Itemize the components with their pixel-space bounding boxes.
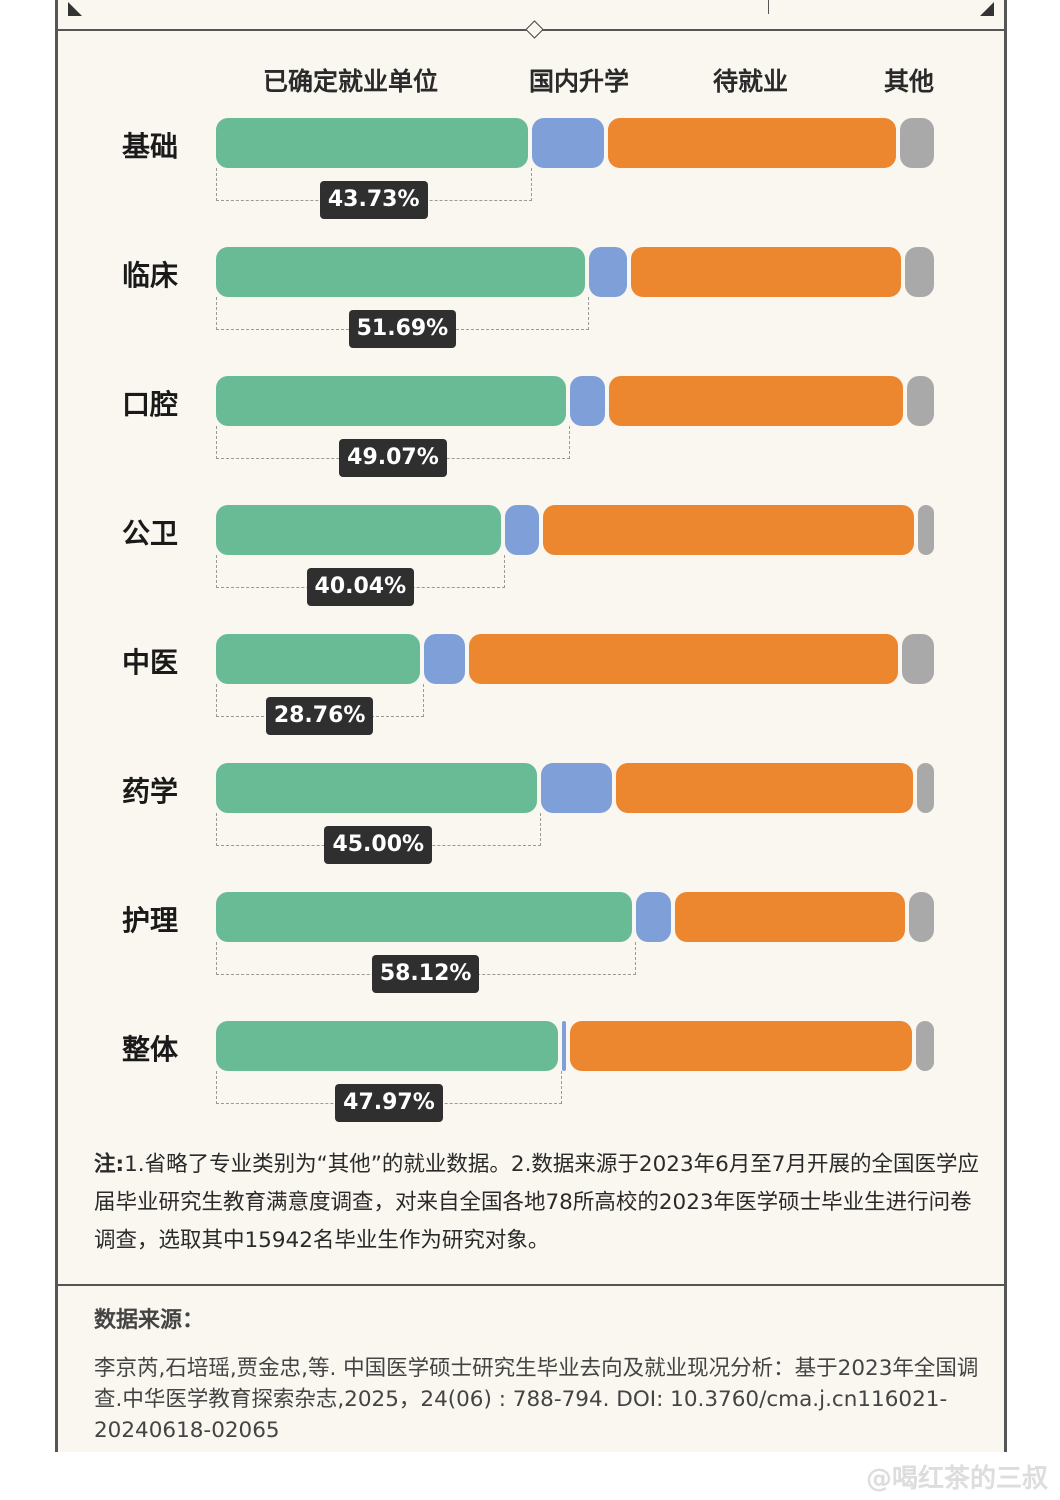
category-label: 中医 <box>122 646 179 679</box>
corner-triangle-icon <box>68 2 82 16</box>
source-title: 数据来源： <box>94 1308 205 1333</box>
bar-segment-further-study <box>589 247 628 297</box>
legend-employed: 已确定就业单位 <box>263 67 439 96</box>
category-label: 整体 <box>122 1033 179 1066</box>
category-label: 口腔 <box>122 388 179 421</box>
bar-segment-employed <box>216 376 567 426</box>
diamond-ornament-icon <box>525 20 544 39</box>
category-label: 药学 <box>122 775 179 808</box>
bar-segment-further-study <box>570 376 605 426</box>
category-label: 基础 <box>122 130 179 163</box>
divider <box>768 0 769 14</box>
watermark: @喝红茶的三叔 <box>865 1464 1048 1494</box>
bar-segment-other <box>899 118 934 168</box>
legend-other: 其他 <box>884 67 935 96</box>
category-label: 公卫 <box>122 517 179 550</box>
bar-segment-further-study <box>505 505 539 555</box>
bar-segment-employed <box>216 505 502 555</box>
bar-segment-unemployed <box>675 892 906 942</box>
bar-segment-unemployed <box>607 118 896 168</box>
data-label: 40.04% <box>306 568 415 606</box>
source-text: 李京芮,石培瑶,贾金忠,等. 中国医学硕士研究生毕业去向及就业现况分析：基于20… <box>94 1356 979 1443</box>
legend-unemployed: 待就业 <box>713 67 789 96</box>
data-label: 47.97% <box>335 1084 443 1122</box>
bar-segment-other <box>906 376 934 426</box>
data-label: 43.73% <box>319 181 428 219</box>
data-label: 51.69% <box>348 310 457 348</box>
bar-segment-further-study <box>635 892 672 942</box>
footnote: 注:1.省略了专业类别为“其他”的就业数据。2.数据来源于2023年6月至7月开… <box>94 1146 984 1260</box>
note-text: 1.省略了专业类别为“其他”的就业数据。2.数据来源于2023年6月至7月开展的… <box>94 1152 979 1253</box>
bar-segment-employed <box>216 892 632 942</box>
bar-segment-unemployed <box>469 634 899 684</box>
bar-segment-unemployed <box>631 247 902 297</box>
bar-segment-employed <box>216 1021 559 1071</box>
divider <box>58 1284 1004 1286</box>
data-label: 58.12% <box>371 955 480 993</box>
bar-segment-employed <box>216 763 537 813</box>
bar-segment-unemployed <box>569 1021 913 1071</box>
bar-segment-further-study <box>562 1021 566 1071</box>
bar-segment-other <box>916 1021 934 1071</box>
bar-segment-employed <box>216 634 420 684</box>
bar-segment-unemployed <box>608 376 903 426</box>
bar-segment-employed <box>216 247 586 297</box>
category-label: 护理 <box>122 904 179 937</box>
bar-segment-further-study <box>531 118 604 168</box>
bar-segment-unemployed <box>542 505 915 555</box>
bar-segment-other <box>902 634 934 684</box>
data-label: 45.00% <box>324 826 433 864</box>
chart-card: 已确定就业单位 国内升学 待就业 其他 基础 43.73% 临床 51.69% 口腔 49… <box>55 0 1007 1452</box>
category-label: 临床 <box>122 259 179 292</box>
legend-further-study: 国内升学 <box>529 67 630 96</box>
bar-segment-other <box>917 763 934 813</box>
bar-segment-further-study <box>540 763 612 813</box>
note-prefix: 注: <box>94 1152 125 1177</box>
corner-triangle-icon <box>980 2 994 16</box>
bar-segment-other <box>905 247 934 297</box>
bar-segment-further-study <box>423 634 466 684</box>
bar-segment-unemployed <box>615 763 914 813</box>
bar-segment-employed <box>216 118 528 168</box>
data-label: 49.07% <box>339 439 447 477</box>
data-label: 28.76% <box>265 697 374 735</box>
bar-segment-other <box>918 505 934 555</box>
bar-segment-other <box>909 892 934 942</box>
